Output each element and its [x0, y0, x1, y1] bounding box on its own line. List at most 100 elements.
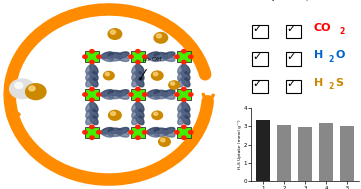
FancyBboxPatch shape — [85, 89, 99, 100]
Ellipse shape — [178, 71, 186, 81]
Circle shape — [15, 82, 23, 88]
Circle shape — [156, 34, 161, 38]
Ellipse shape — [132, 64, 140, 74]
Bar — [298, 126, 312, 181]
Text: $\mu_3$-OH: $\mu_3$-OH — [140, 55, 162, 80]
Text: ✓: ✓ — [286, 52, 296, 62]
Circle shape — [136, 60, 140, 64]
Circle shape — [136, 136, 140, 139]
Circle shape — [188, 55, 193, 58]
Circle shape — [175, 55, 179, 58]
Circle shape — [109, 110, 121, 120]
Circle shape — [136, 50, 140, 53]
Bar — [277, 125, 291, 181]
Circle shape — [111, 112, 116, 115]
Text: 2: 2 — [329, 55, 334, 64]
Circle shape — [143, 131, 147, 134]
Circle shape — [90, 50, 94, 53]
Ellipse shape — [101, 52, 113, 58]
Ellipse shape — [136, 64, 144, 74]
Ellipse shape — [147, 131, 159, 137]
FancyBboxPatch shape — [177, 89, 191, 100]
Ellipse shape — [108, 128, 122, 133]
Ellipse shape — [136, 108, 144, 118]
Text: 2: 2 — [329, 82, 334, 91]
Circle shape — [129, 55, 133, 58]
Circle shape — [90, 60, 94, 64]
Ellipse shape — [162, 131, 175, 137]
Ellipse shape — [132, 71, 140, 81]
Ellipse shape — [136, 115, 144, 125]
FancyBboxPatch shape — [177, 127, 191, 138]
Ellipse shape — [147, 128, 159, 134]
Ellipse shape — [86, 64, 94, 74]
Circle shape — [129, 93, 133, 96]
Circle shape — [159, 137, 170, 146]
Bar — [256, 120, 270, 181]
Ellipse shape — [108, 90, 122, 96]
Ellipse shape — [178, 64, 186, 74]
Ellipse shape — [154, 90, 168, 96]
Circle shape — [188, 131, 193, 134]
Text: ✓: ✓ — [252, 79, 262, 89]
Ellipse shape — [178, 102, 186, 112]
Text: CO: CO — [314, 22, 331, 33]
Ellipse shape — [86, 77, 94, 87]
Circle shape — [110, 30, 116, 34]
Circle shape — [143, 55, 147, 58]
Ellipse shape — [90, 108, 98, 118]
Circle shape — [108, 29, 122, 39]
Ellipse shape — [117, 90, 129, 96]
FancyBboxPatch shape — [85, 127, 99, 138]
Ellipse shape — [101, 55, 113, 61]
Text: ✓: ✓ — [252, 52, 262, 62]
Circle shape — [188, 93, 193, 96]
Ellipse shape — [108, 131, 122, 136]
Ellipse shape — [182, 108, 190, 118]
Ellipse shape — [136, 102, 144, 112]
Ellipse shape — [136, 71, 144, 81]
Ellipse shape — [178, 77, 186, 87]
Bar — [286, 25, 301, 38]
Circle shape — [90, 87, 94, 91]
Circle shape — [182, 136, 186, 139]
Text: Stability: Stability — [270, 0, 299, 2]
Circle shape — [143, 93, 147, 96]
Ellipse shape — [86, 102, 94, 112]
Circle shape — [175, 93, 179, 96]
Ellipse shape — [147, 55, 159, 61]
Circle shape — [182, 60, 186, 64]
Circle shape — [83, 131, 87, 134]
Ellipse shape — [147, 90, 159, 96]
Ellipse shape — [90, 77, 98, 87]
Circle shape — [175, 131, 179, 134]
Ellipse shape — [90, 102, 98, 112]
Ellipse shape — [101, 131, 113, 137]
Ellipse shape — [182, 64, 190, 74]
Circle shape — [161, 138, 165, 142]
Circle shape — [90, 98, 94, 102]
Ellipse shape — [132, 77, 140, 87]
Ellipse shape — [147, 52, 159, 58]
Circle shape — [90, 136, 94, 139]
Text: Uptake: Uptake — [304, 0, 328, 2]
Ellipse shape — [182, 71, 190, 81]
FancyBboxPatch shape — [131, 51, 145, 62]
Ellipse shape — [178, 108, 186, 118]
Ellipse shape — [162, 128, 175, 134]
Ellipse shape — [132, 102, 140, 112]
Circle shape — [182, 125, 186, 129]
Text: ✓: ✓ — [286, 24, 296, 34]
Circle shape — [152, 111, 162, 119]
Ellipse shape — [90, 64, 98, 74]
FancyBboxPatch shape — [131, 89, 145, 100]
Ellipse shape — [108, 53, 122, 58]
Text: ✓: ✓ — [252, 24, 262, 34]
Text: 2: 2 — [340, 27, 345, 36]
Ellipse shape — [178, 115, 186, 125]
Ellipse shape — [132, 108, 140, 118]
Ellipse shape — [117, 128, 129, 134]
Text: O: O — [336, 50, 345, 60]
Circle shape — [153, 72, 158, 76]
Ellipse shape — [101, 93, 113, 99]
